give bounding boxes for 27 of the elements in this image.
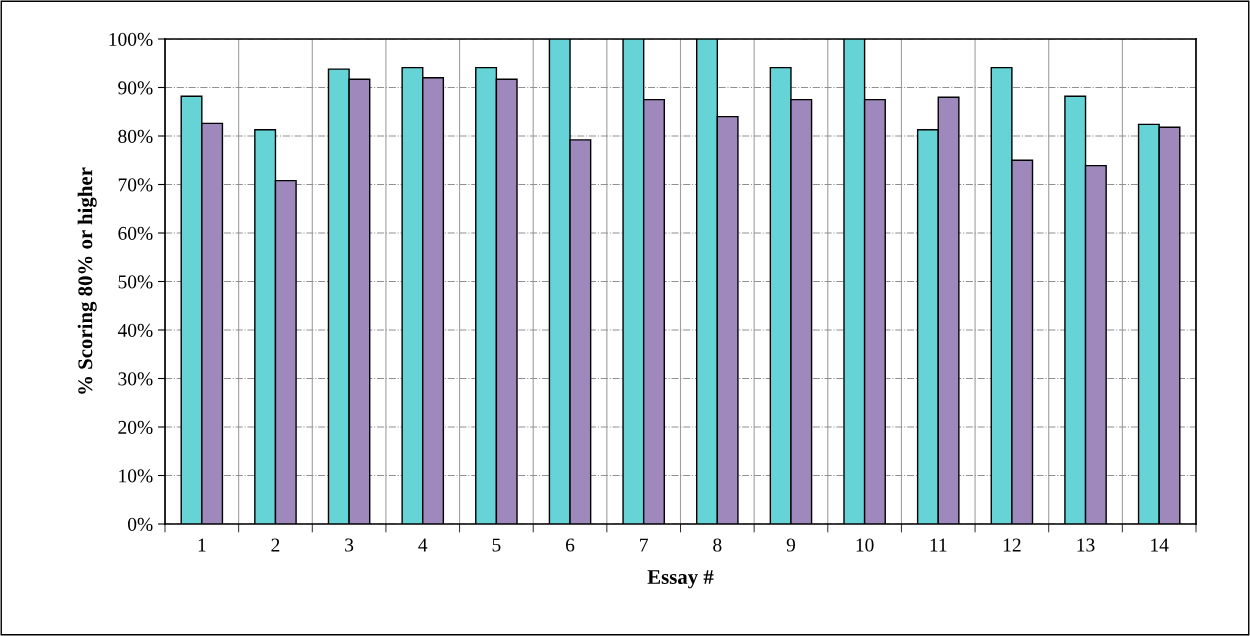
x-tick-label: 14 [1151,538,1169,552]
y-tick-label: 60% [118,226,153,240]
x-tick-label: 1 [198,538,206,552]
x-tick-label: 5 [492,538,501,552]
y-tick-label: 30% [118,372,153,386]
x-tick-label: 3 [345,538,354,552]
y-tick-label: 90% [118,81,153,95]
y-tick-label: 20% [118,420,153,434]
x-axis-title: Essay # [647,570,714,589]
x-tick-label: 11 [930,538,947,552]
y-tick-label: 70% [118,178,153,192]
x-tick-label: 4 [418,538,428,552]
y-tick-label: 50% [118,275,153,289]
y-tick-label: 80% [118,129,153,143]
y-tick-label: 100% [109,32,153,46]
x-tick-label: 7 [640,538,648,552]
x-tick-label: 10 [856,538,874,552]
y-tick-label: 40% [117,323,153,337]
y-axis-title: % Scoring 80% or higher [77,167,97,394]
y-tick-label: 10% [119,469,153,483]
x-tick-label: 13 [1077,538,1095,552]
x-tick-label: 9 [786,538,796,552]
x-tick-label: 12 [1003,538,1021,552]
y-tick-label: 0% [128,517,153,531]
x-tick-label: 6 [566,538,575,552]
x-tick-label: 8 [713,538,722,552]
x-tick-label: 2 [271,538,280,552]
